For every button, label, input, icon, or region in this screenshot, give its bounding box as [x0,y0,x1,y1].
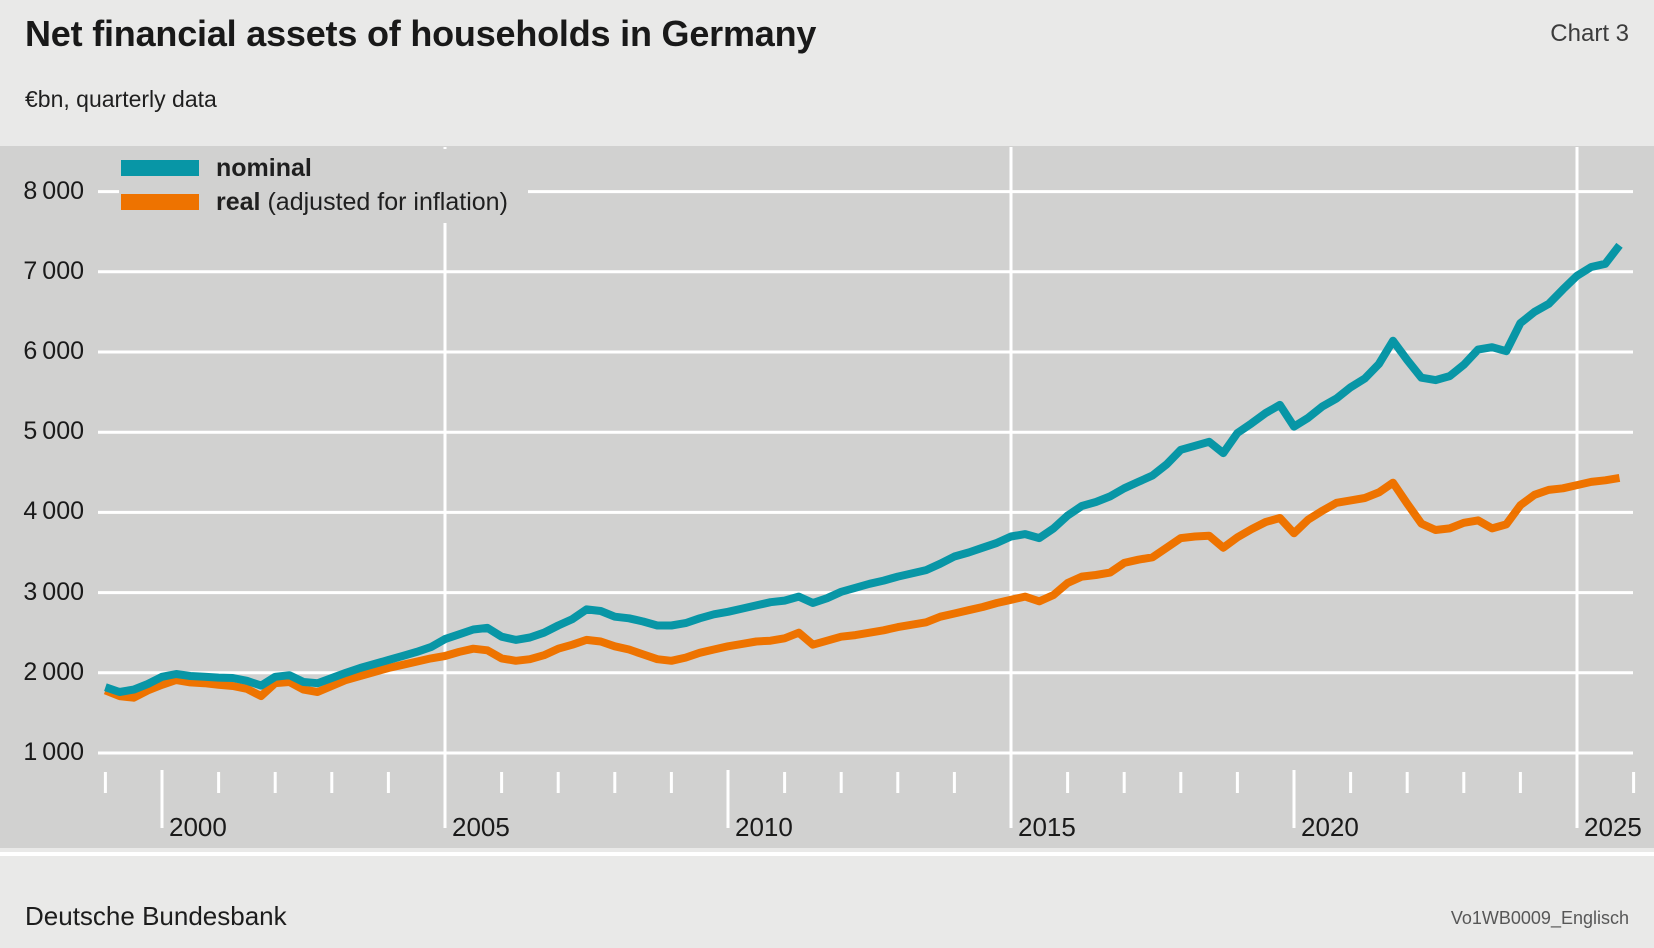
y-axis-label-4000: 4 000 [23,497,84,525]
page-title: Net financial assets of households in Ge… [25,13,817,54]
chart-code: Vo1WB0009_Englisch [1450,908,1629,928]
y-axis-label-1000: 1 000 [23,738,84,766]
legend-label-real: real [216,187,261,216]
line-chart-canvas [98,147,1636,828]
legend-swatch-nominal [121,160,199,176]
x-axis-label-2025: 2025 [1584,812,1642,842]
series-line-real [103,473,1621,702]
chart-number-label: Chart 3 [1550,20,1629,47]
legend-item-real: real (adjusted for inflation) [121,185,508,219]
series-line-nominal [104,242,1623,696]
y-axis-label-5000: 5 000 [23,417,84,445]
legend-swatch-real [121,194,199,210]
legend-item-nominal: nominal [121,151,508,185]
y-axis-label-6000: 6 000 [23,337,84,365]
chart-subtitle: €bn, quarterly data [25,86,217,112]
x-axis-label-2020: 2020 [1301,812,1359,842]
x-axis-label-2010: 2010 [735,812,793,842]
y-axis-label-2000: 2 000 [23,658,84,686]
x-axis-label-2000: 2000 [169,812,227,842]
y-axis-label-3000: 3 000 [23,578,84,606]
legend-note-real: (adjusted for inflation) [267,187,508,216]
chart-legend: nominal real (adjusted for inflation) [119,149,528,223]
footer-divider [0,852,1654,856]
y-axis-label-7000: 7 000 [23,257,84,285]
x-axis-label-2005: 2005 [452,812,510,842]
y-axis-label-8000: 8 000 [23,177,84,205]
x-axis-label-2015: 2015 [1018,812,1076,842]
legend-label-nominal: nominal [216,153,312,182]
plot-area: 1 000 2 000 3 000 4 000 5 000 6 000 7 000 8 000… [0,146,1654,848]
source-label: Deutsche Bundesbank [25,901,287,931]
